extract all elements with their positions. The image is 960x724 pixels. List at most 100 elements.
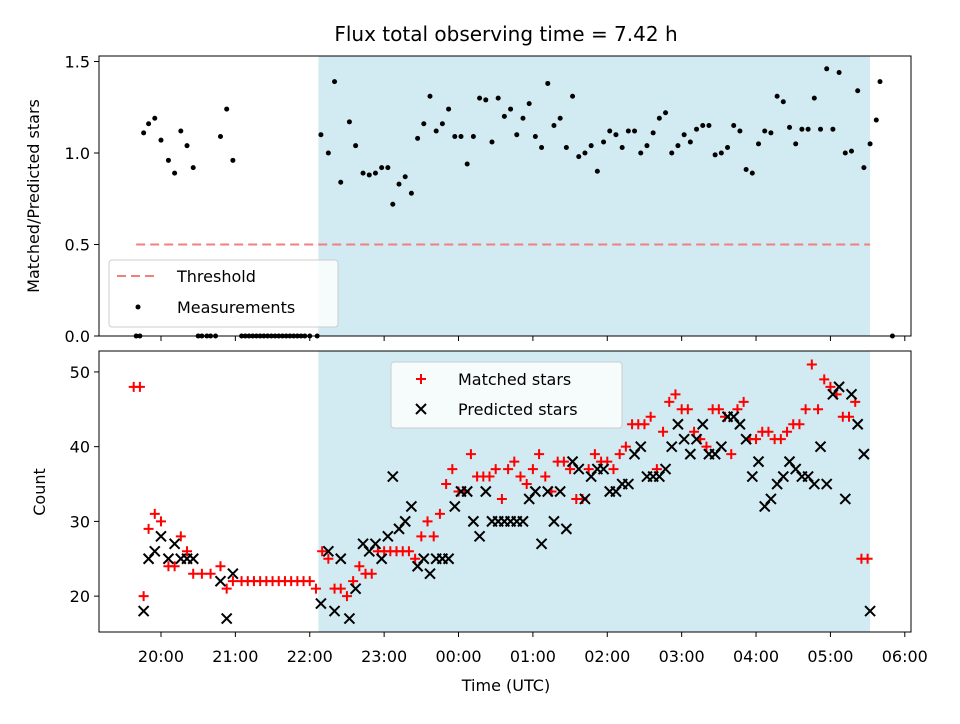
matched-star-point [134,381,145,392]
matched-star-point [713,404,724,415]
measurement-point [458,134,464,140]
measurement-point [632,128,638,134]
measurements-legend-label: Measurements [177,298,295,317]
matched-star-point [196,568,207,579]
matched-star-point [348,576,359,587]
measurement-point [427,93,433,99]
predicted-star-point [678,433,690,445]
predicted-star-point [542,485,554,498]
predicted-star-point [529,485,542,498]
predicted-star-point [322,545,335,557]
predicted-star-point [168,538,181,550]
y-tick-label: 50 [70,363,90,382]
matched-star-point [205,568,216,579]
matched-star-point [583,464,594,475]
predicted-star-point [622,478,635,490]
matched-star-point [620,441,631,452]
matched-star-point [354,561,365,572]
measurement-point [725,145,731,151]
measurement-point [582,150,588,156]
measurement-point [650,130,656,136]
predicted-star-point [814,440,827,453]
matched-star-point [608,464,619,475]
predicted-star-point [554,485,566,498]
predicted-star-point [535,538,548,550]
y-tick-label: 1.0 [65,144,90,163]
matched-star-point [143,523,154,534]
predicted-star-point [833,381,845,393]
predicted-star-point [777,470,790,483]
measurement-point [230,157,236,163]
matched-star-point [800,404,811,415]
measurement-point [607,128,613,134]
measurement-point [360,170,366,176]
matched-star-point [658,426,669,437]
matched-star-point [317,546,328,557]
matched-stars-legend-swatch [416,374,426,384]
measurement-point [787,124,793,130]
predicted-star-point [734,418,746,430]
top-y-axis-label: Matched/Predicted stars [24,99,43,293]
predicted-star-point [335,553,347,565]
predicted-star-point [315,597,327,610]
matched-star-point [794,419,805,430]
observing-window-shade-top [318,56,871,336]
measurements-legend-swatch [135,304,141,310]
measurement-point [749,170,755,176]
predicted-star-point [369,538,382,550]
measurement-point [706,123,712,129]
measurement-point [532,134,538,140]
measurement-point [501,113,507,119]
predicted-star-point [155,530,167,543]
predicted-star-point [839,493,852,505]
matched-star-point [682,404,693,415]
measurement-point [638,150,644,156]
matched-star-point [366,568,377,579]
x-tick-label: 01:00 [510,647,556,666]
predicted-star-point [517,515,529,528]
measurement-point [172,170,178,176]
predicted-star-point [820,478,833,490]
measurement-point [470,134,476,140]
measurement-point [379,165,385,171]
predicted-star-point [666,440,678,453]
measurement-point [439,121,445,127]
predicted-star-point [473,530,486,543]
matched-star-point [639,419,650,430]
measurement-point [325,150,331,156]
measurement-point [570,93,576,99]
matched-star-point [416,531,427,542]
measurement-point [217,134,223,140]
matched-star-point [670,389,681,400]
matched-star-point [434,508,445,519]
matched-star-point [701,441,712,452]
predicted-star-point [684,448,697,460]
predicted-star-point [480,485,492,498]
measurement-point [184,143,190,149]
measurement-point [483,97,489,103]
threshold-legend-label: Threshold [176,267,256,286]
measurement-point [669,150,675,156]
matched-star-point [509,456,520,467]
matched-star-point [441,479,452,490]
predicted-star-point [220,612,233,625]
matched-star-point [540,471,551,482]
predicted-star-point [697,418,709,430]
chart-title: Flux total observing time = 7.42 h [334,22,677,46]
matched-star-point [484,471,495,482]
matched-stars-points [128,359,873,602]
matched-star-point [490,464,501,475]
y-tick-label: 40 [70,438,90,457]
matched-star-point [589,449,600,460]
measurement-point [644,143,650,149]
predicted-star-point [405,500,418,513]
x-tick-label: 23:00 [361,647,407,666]
predicted-star-point [399,515,411,528]
predicted-star-point [765,493,777,505]
matched-star-point [304,576,315,587]
predicted-star-point [659,463,672,475]
y-tick-label: 30 [70,512,90,531]
matched-star-point [558,456,569,467]
measurement-point [489,139,495,145]
